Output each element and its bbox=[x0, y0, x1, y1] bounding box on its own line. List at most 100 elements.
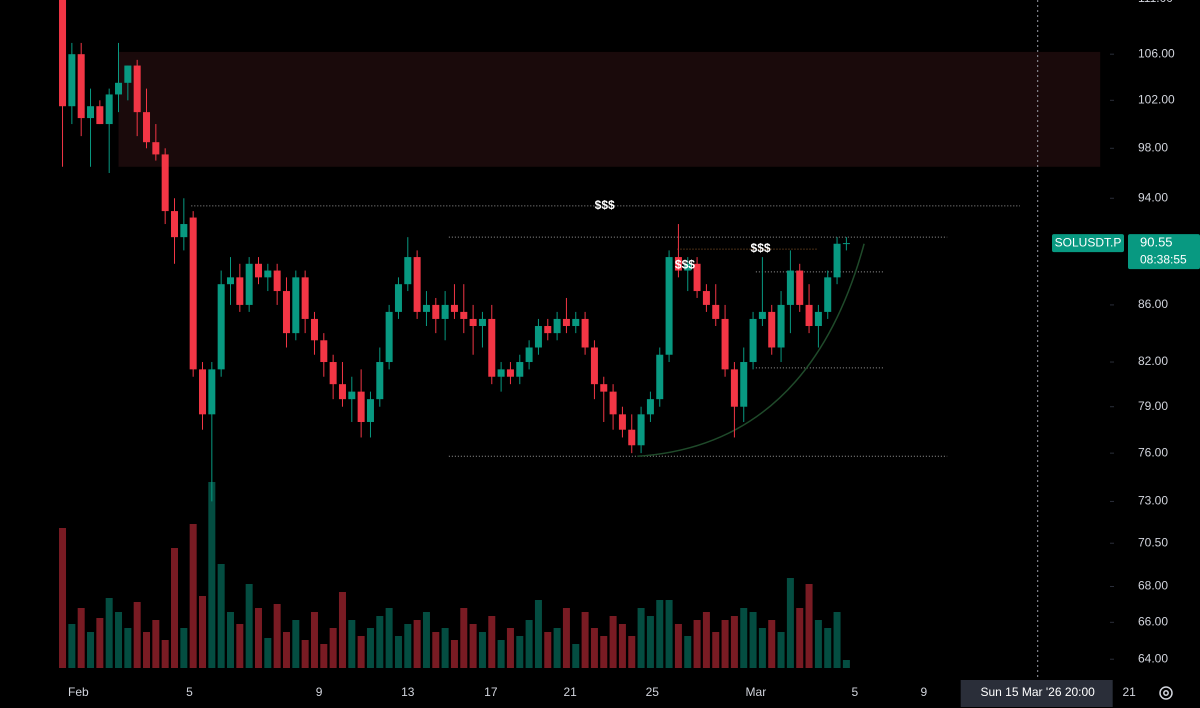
volume-bar bbox=[506, 628, 514, 668]
volume-bar bbox=[245, 584, 253, 668]
candle-body bbox=[824, 277, 832, 312]
volume-bar bbox=[292, 620, 300, 668]
volume-bar bbox=[488, 616, 496, 668]
volume-bar bbox=[814, 620, 822, 668]
candle-body bbox=[460, 311, 468, 319]
candle-body bbox=[432, 304, 440, 319]
candle-body bbox=[609, 391, 617, 415]
volume-bar bbox=[366, 628, 374, 668]
candle-body bbox=[404, 257, 412, 285]
candle-body bbox=[562, 318, 570, 327]
candle-body bbox=[833, 243, 841, 278]
volume-bar bbox=[273, 604, 281, 668]
candle-body bbox=[282, 291, 290, 334]
candle-body bbox=[59, 0, 67, 107]
volume-bar bbox=[180, 628, 188, 668]
x-tick-label: 5 bbox=[186, 685, 193, 699]
candle-body bbox=[646, 399, 654, 415]
candle-body bbox=[348, 391, 356, 400]
candle-body bbox=[320, 340, 328, 363]
volume-bar bbox=[702, 612, 710, 668]
x-tick-label: 9 bbox=[920, 685, 927, 699]
volume-bar bbox=[124, 628, 132, 668]
candle-body bbox=[842, 243, 850, 245]
x-tick-label: 17 bbox=[484, 685, 498, 699]
y-tick-label: 86.00 bbox=[1138, 297, 1168, 311]
volume-bar bbox=[152, 620, 160, 668]
volume-bar bbox=[460, 608, 468, 668]
liquidity-label: $$$ bbox=[751, 241, 771, 255]
candle-body bbox=[749, 318, 757, 363]
volume-bar bbox=[432, 632, 440, 668]
settings-icon[interactable] bbox=[1159, 686, 1173, 700]
y-tick-label: 70.50 bbox=[1138, 535, 1168, 549]
volume-bar bbox=[217, 564, 225, 668]
candle-body bbox=[189, 217, 197, 370]
y-tick-label: 106.00 bbox=[1138, 46, 1175, 60]
volume-bar bbox=[590, 628, 598, 668]
x-tick-label: 25 bbox=[646, 685, 660, 699]
candle-body bbox=[525, 347, 533, 363]
volume-bar bbox=[68, 624, 76, 668]
candle-body bbox=[777, 304, 785, 348]
volume-bar bbox=[525, 620, 533, 668]
volume-bar bbox=[310, 612, 318, 668]
volume-bar bbox=[730, 616, 738, 668]
volume-bar bbox=[338, 592, 346, 668]
symbol-label-box bbox=[1052, 234, 1124, 253]
candle-body bbox=[488, 318, 496, 377]
crosshair-label-box bbox=[960, 680, 1113, 707]
candle-body bbox=[441, 304, 449, 319]
candle-body bbox=[171, 211, 179, 238]
candle-body bbox=[273, 270, 281, 292]
y-tick-label: 82.00 bbox=[1138, 354, 1168, 368]
candle-body bbox=[712, 304, 720, 319]
candle-body bbox=[693, 263, 701, 292]
y-tick-label: 102.00 bbox=[1138, 92, 1175, 106]
volume-bar bbox=[600, 636, 608, 668]
volume-bar bbox=[796, 608, 804, 668]
volume-bar bbox=[469, 624, 477, 668]
volume-bar bbox=[329, 628, 337, 668]
volume-bar bbox=[646, 616, 654, 668]
crosshair-label: Sun 15 Mar '26 20:00 bbox=[980, 685, 1095, 699]
gear-hub bbox=[1163, 690, 1169, 696]
candle-body bbox=[226, 277, 234, 285]
candle-body bbox=[814, 311, 822, 327]
candle-body bbox=[329, 362, 337, 385]
x-tick-label: 9 bbox=[316, 685, 323, 699]
candle-body bbox=[77, 54, 85, 119]
volume-bar bbox=[665, 600, 673, 668]
volume-bar bbox=[171, 548, 179, 668]
volume-bar bbox=[786, 578, 794, 668]
volume-bar bbox=[254, 608, 262, 668]
volume-bar bbox=[115, 612, 123, 668]
x-tick-label: Feb bbox=[68, 685, 89, 699]
volume-bar bbox=[394, 636, 402, 668]
volume-bar bbox=[105, 598, 113, 668]
candle-body bbox=[786, 270, 794, 305]
candle-body bbox=[805, 304, 813, 327]
volume-bar bbox=[413, 620, 421, 668]
volume-bar bbox=[618, 624, 626, 668]
volume-bar bbox=[749, 612, 757, 668]
last-price: 90.55 bbox=[1140, 235, 1173, 250]
candle-body bbox=[740, 362, 748, 407]
candle-body bbox=[124, 65, 132, 83]
candle-body bbox=[506, 369, 514, 377]
candle-body bbox=[292, 277, 300, 334]
candle-body bbox=[544, 326, 552, 334]
candle-body bbox=[394, 284, 402, 312]
volume-bar bbox=[77, 608, 85, 668]
volume-bar bbox=[208, 482, 216, 668]
volume-bar bbox=[721, 620, 729, 668]
volume-bar bbox=[553, 628, 561, 668]
candle-body bbox=[637, 414, 645, 446]
volume-bar bbox=[441, 628, 449, 668]
y-tick-label: 98.00 bbox=[1138, 140, 1168, 154]
volume-bar bbox=[516, 636, 524, 668]
candle-body bbox=[721, 318, 729, 370]
volume-bar bbox=[833, 612, 841, 668]
